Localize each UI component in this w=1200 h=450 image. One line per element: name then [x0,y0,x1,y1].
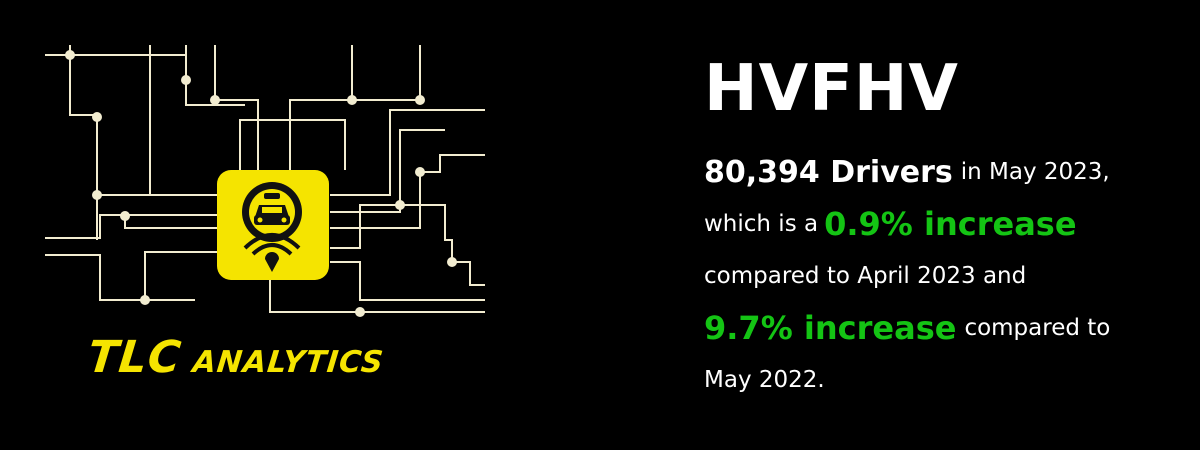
month-increase: 0.9% increase [824,205,1077,243]
stats-line-1: 80,394 Drivers in May 2023, [704,146,1174,198]
stats-line-5: May 2022. [704,354,1174,406]
line3-text: compared to April 2023 and [704,263,1027,289]
stats-line-4: 9.7% increase compared to [704,302,1174,354]
line2-prefix: which is a [704,211,819,237]
brand-main: TLC [85,332,185,383]
brand-sub: analytics [190,345,386,380]
stats-line-3: compared to April 2023 and [704,250,1174,302]
brand-wordmark: TLC analytics [85,332,387,383]
taxi-location-icon [242,182,302,272]
tlc-analytics-logo: TLC analytics [0,0,560,450]
stats-line-2: which is a 0.9% increase [704,198,1174,250]
circuit-lines-graphic [45,45,485,317]
line4-suffix: compared to [964,315,1111,341]
year-increase: 9.7% increase [704,309,957,347]
stats-summary: 80,394 Drivers in May 2023, which is a 0… [704,146,1174,406]
drivers-count: 80,394 Drivers [704,154,953,190]
line5-text: May 2022. [704,367,825,393]
page-title: HVFHV [704,52,959,126]
period-text: in May 2023, [960,159,1110,185]
